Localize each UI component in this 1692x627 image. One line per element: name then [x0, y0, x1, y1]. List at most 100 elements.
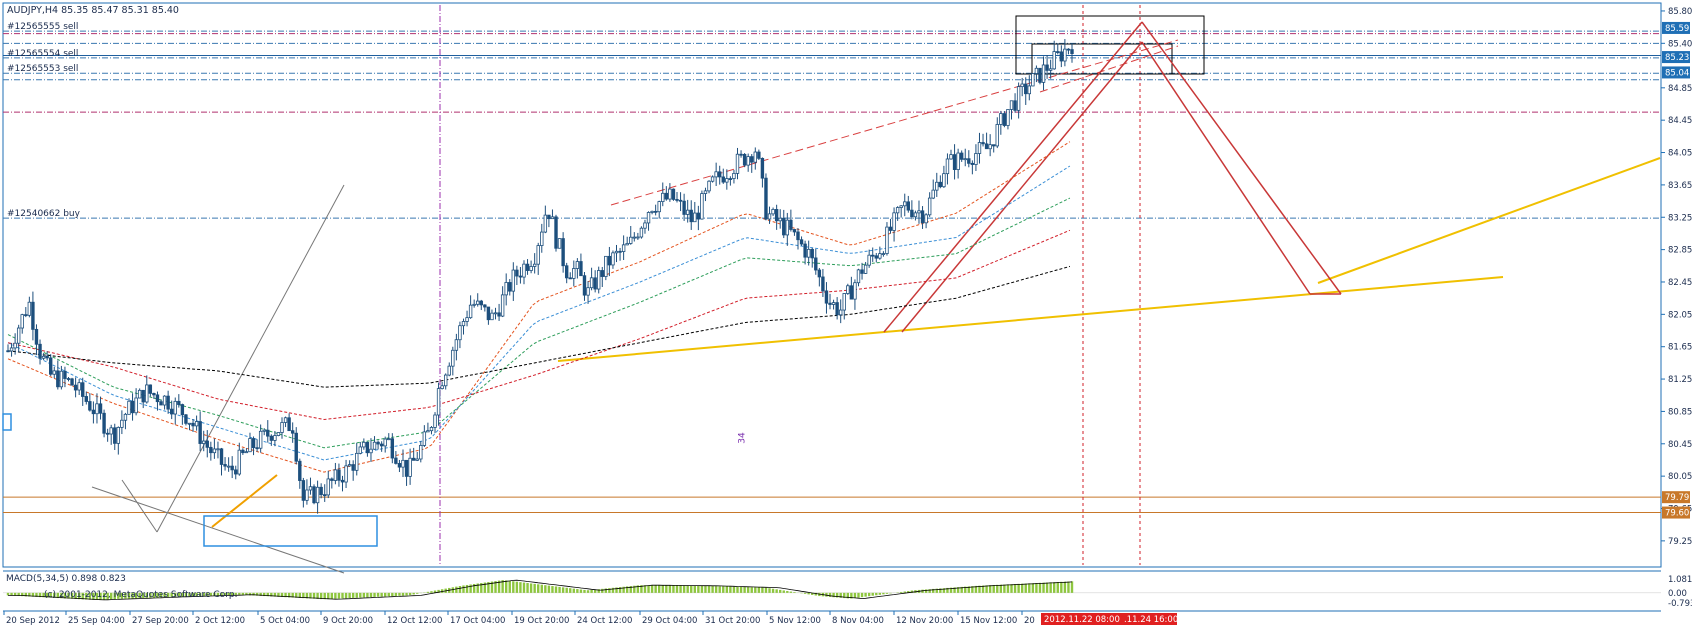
- future-label-text: 2012.11.22 08:00: [1044, 615, 1120, 625]
- candle-body: [1056, 51, 1060, 53]
- candle-body: [639, 227, 644, 238]
- candle-body: [821, 276, 825, 292]
- candle-199: [714, 162, 718, 186]
- candle-211: [757, 149, 761, 161]
- candle-body: [515, 269, 519, 277]
- candle-body: [162, 395, 167, 406]
- candle-body: [390, 438, 395, 459]
- candle-90: [326, 470, 330, 499]
- candle-230: [824, 282, 829, 314]
- candle-244: [874, 252, 878, 263]
- candle-body: [732, 172, 736, 179]
- red-zigzag-down-1: [1141, 21, 1342, 295]
- candle-44: [162, 395, 167, 410]
- candle-body: [27, 301, 32, 316]
- price-badge-2: 85.04: [1662, 66, 1690, 79]
- candle-body: [1027, 85, 1031, 95]
- candle-292: [1045, 54, 1049, 79]
- candle-body: [814, 257, 818, 271]
- red-dashed-inner: [1039, 45, 1179, 93]
- candle-body: [892, 212, 896, 231]
- plot-frame: [2, 2, 1662, 568]
- candle-83: [301, 477, 306, 508]
- candle-253: [906, 195, 911, 213]
- candle-body: [774, 209, 779, 222]
- candle-body: [415, 458, 419, 461]
- candle-body: [878, 253, 882, 259]
- candle-body: [280, 422, 284, 433]
- candle-body: [888, 226, 893, 231]
- candle-body: [817, 269, 822, 278]
- candle-body: [1031, 73, 1035, 87]
- candle-204: [732, 169, 736, 184]
- macd-tick-0: 1.081: [1668, 575, 1692, 585]
- candle-235: [842, 293, 846, 320]
- candle-body: [500, 294, 505, 317]
- candle-body: [1041, 64, 1046, 83]
- candle-body: [141, 389, 145, 403]
- candle-body: [326, 478, 330, 496]
- candle-152: [547, 214, 551, 228]
- candle-body: [479, 300, 483, 306]
- candle-body: [148, 384, 153, 394]
- candle-body: [401, 459, 405, 468]
- candle-body: [977, 142, 982, 154]
- candle-body: [369, 448, 373, 454]
- candle-4: [20, 313, 24, 334]
- candle-104: [376, 440, 380, 450]
- x-tick-label-8: 19 Oct 20:00: [514, 616, 569, 626]
- candle-body: [564, 265, 569, 279]
- candle-body: [575, 261, 580, 269]
- candle-body: [525, 263, 530, 271]
- candle-263: [942, 165, 946, 189]
- candle-body: [443, 374, 448, 387]
- drawing-objects: [2, 5, 1661, 574]
- candle-231: [828, 293, 832, 310]
- candle-body: [536, 245, 540, 265]
- candle-242: [867, 249, 871, 268]
- candle-169: [607, 246, 612, 277]
- candle-body: [66, 378, 71, 380]
- candle-body: [789, 219, 793, 230]
- candle-277: [992, 144, 996, 153]
- candle-body: [433, 414, 437, 428]
- candle-body: [984, 143, 989, 150]
- candle-body: [41, 355, 46, 359]
- candle-84: [305, 479, 309, 505]
- candle-body: [693, 212, 697, 223]
- candle-body: [945, 158, 950, 175]
- candle-67: [244, 448, 249, 454]
- candle-body: [557, 238, 562, 249]
- candle-127: [458, 321, 462, 349]
- candle-body: [757, 151, 761, 159]
- candle-132: [476, 293, 480, 307]
- candle-46: [169, 400, 174, 420]
- candle-body: [721, 176, 725, 183]
- candle-body: [419, 445, 423, 460]
- candle-body: [511, 269, 516, 292]
- moving-averages: [7, 141, 1071, 473]
- candle-134: [483, 304, 487, 312]
- candle-body: [301, 480, 306, 501]
- candle-body: [451, 349, 455, 367]
- candle-body: [16, 327, 21, 344]
- candle-body: [337, 469, 341, 481]
- y-tick-label-11: 81.25: [1668, 375, 1692, 385]
- candle-97: [351, 460, 355, 481]
- candle-body: [404, 459, 409, 477]
- candle-77: [280, 417, 284, 439]
- candle-283: [1013, 93, 1017, 113]
- candle-49: [180, 403, 185, 425]
- candle-body: [476, 300, 480, 305]
- candle-273: [977, 132, 982, 164]
- candle-body: [493, 312, 498, 315]
- candle-body: [330, 478, 334, 481]
- candle-body: [988, 144, 992, 150]
- candle-62: [226, 457, 231, 472]
- candle-body: [750, 156, 754, 163]
- candle-body: [540, 231, 544, 246]
- candle-body: [703, 190, 708, 194]
- candle-body: [173, 400, 177, 415]
- candle-294: [1052, 40, 1056, 70]
- candle-body: [84, 396, 88, 402]
